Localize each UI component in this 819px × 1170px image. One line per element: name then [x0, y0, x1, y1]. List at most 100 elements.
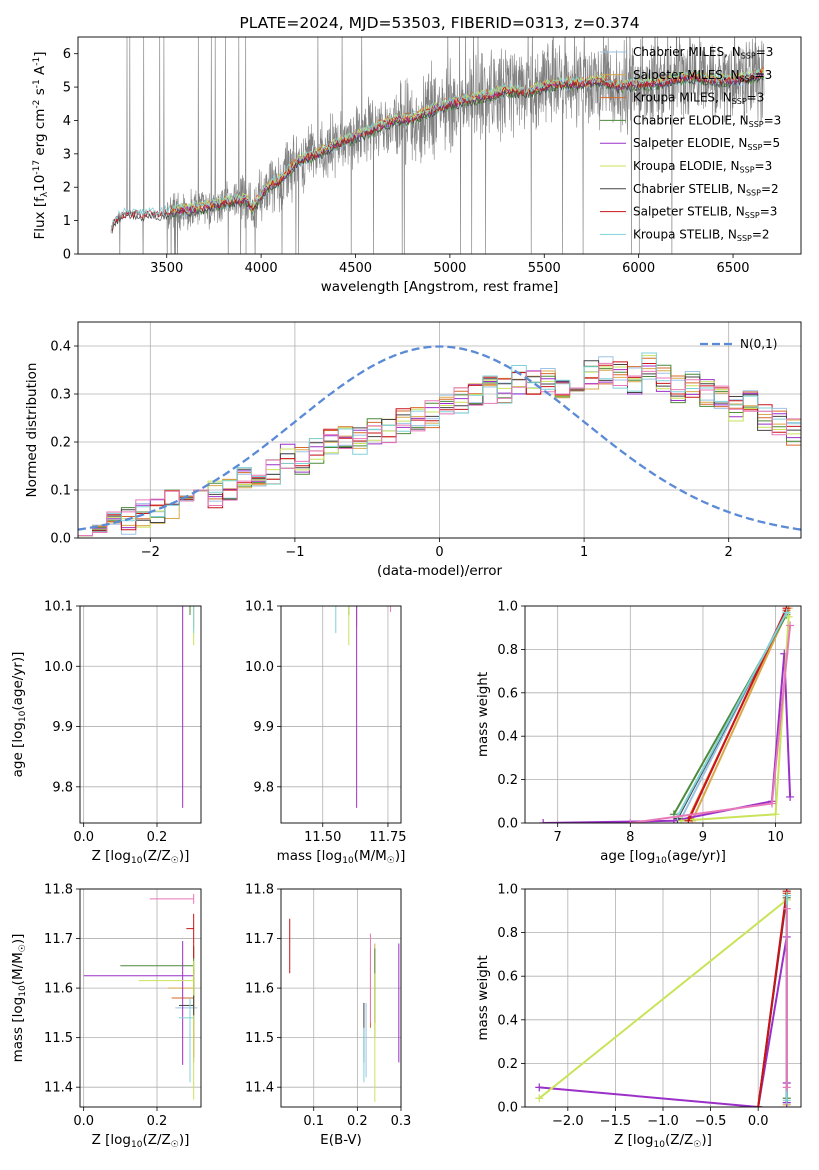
- axes-frame: [79, 605, 202, 824]
- residual-histogram: [78, 360, 801, 536]
- y-tick-label: 10.0: [44, 660, 73, 675]
- x-tick-label: 0.0: [73, 830, 94, 845]
- x-tick-label: −0.5: [695, 1114, 727, 1129]
- legend-entry: Chabrier MILES, NSSP​=3: [633, 45, 773, 61]
- x-tick-label: −1: [285, 545, 304, 560]
- x-tick-label: −2: [141, 545, 160, 560]
- axes-frame: [280, 605, 402, 824]
- y-tick-label: 11.7: [44, 932, 73, 947]
- x-tick-label: 0.2: [147, 830, 168, 845]
- normal-curve: [78, 345, 801, 531]
- weight-marker: [626, 819, 635, 823]
- y-axis-label: mass weight: [475, 672, 491, 757]
- errorbar-point: [168, 564, 201, 606]
- y-tick-label: 0.4: [497, 1013, 518, 1028]
- weight-marker: [782, 904, 791, 913]
- y-tick-label: 0.2: [497, 773, 518, 788]
- y-tick-label: 4: [63, 114, 71, 129]
- residual-histogram: [78, 357, 801, 537]
- y-tick-label: 11.5: [245, 1031, 274, 1046]
- axes-frame: [524, 888, 802, 1108]
- x-tick-label: 5500: [528, 261, 561, 276]
- legend-entry: Salpeter STELIB, NSSP​=3: [633, 205, 777, 221]
- y-tick-label: 11.7: [245, 932, 274, 947]
- y-tick-label: 0.1: [50, 484, 71, 499]
- y-tick-label: 5: [63, 81, 71, 96]
- x-axis-label: Z [log10​(Z/Z☉​)]: [614, 1132, 712, 1150]
- x-tick-label: 2: [725, 545, 733, 560]
- x-axis-label: (data-model)/error: [377, 563, 503, 579]
- weight-series: [676, 612, 788, 817]
- errorbar-point: [356, 606, 358, 808]
- x-axis-label: E(B-V): [320, 1132, 362, 1148]
- errorbar-point: [189, 606, 191, 616]
- x-tick-label: 0.0: [748, 1114, 769, 1129]
- axes-frame: [280, 888, 402, 1108]
- weight-marker: [782, 1096, 791, 1105]
- y-tick-label: 0.6: [497, 686, 518, 701]
- residual-histogram: [78, 355, 801, 536]
- weight-marker: [767, 799, 776, 808]
- y-tick-label: 11.4: [44, 1081, 73, 1096]
- x-tick-label: 8: [626, 830, 634, 845]
- x-tick-label: 0.2: [347, 1114, 368, 1129]
- y-axis-label: Flux [fλ​10-17​ erg cm-2​ s-1​ A-1​]: [32, 51, 50, 239]
- axes-frame: [524, 605, 802, 824]
- x-tick-label: 1: [580, 545, 588, 560]
- y-tick-label: 11.4: [245, 1081, 274, 1096]
- errorbar-point: [335, 606, 337, 634]
- y-tick-label: 11.6: [44, 982, 73, 997]
- model-spectrum-kroupa-stelib: [111, 68, 764, 229]
- y-tick-label: 9.8: [253, 780, 274, 795]
- errorbar-point: [323, 573, 367, 597]
- y-tick-label: 0.2: [50, 436, 71, 451]
- residual-histogram: [78, 365, 801, 536]
- weight-series: [691, 607, 790, 822]
- errorbar-point: [182, 606, 184, 808]
- weight-marker: [782, 608, 791, 617]
- axes-frame: [77, 321, 802, 539]
- plot-area: [78, 345, 801, 537]
- panel-z-weights: −2.0 −1.5 −1.0 −0.5 0.0 0.0 0.2 0.4 0.6 0.8 1.0 Z […: [475, 883, 802, 1150]
- x-tick-label: 5000: [433, 261, 466, 276]
- errorbar-point: [193, 606, 195, 634]
- panel-z-vs-age: 0.0 0.2 9.8 9.9 10.0 10.1 Z [log10​(Z/Z☉​)] age…: [10, 564, 202, 866]
- y-tick-label: 0.6: [497, 970, 518, 985]
- y-tick-label: 0.8: [497, 926, 518, 941]
- errorbar-point: [193, 606, 195, 628]
- plot-area: [157, 564, 201, 808]
- x-tick-label: 9: [699, 830, 707, 845]
- weight-marker: [539, 819, 548, 823]
- weight-series: [757, 891, 788, 1107]
- errorbar-point: [149, 893, 195, 904]
- y-tick-label: 9.9: [253, 720, 274, 735]
- y-tick-label: 10.1: [44, 600, 73, 615]
- y-tick-label: 0.2: [497, 1057, 518, 1072]
- y-tick-label: 3: [63, 147, 71, 162]
- errorbar-point: [157, 564, 194, 585]
- x-tick-label: 0.0: [73, 1114, 94, 1129]
- y-tick-label: 6: [63, 47, 71, 62]
- residual-histogram: [78, 364, 801, 537]
- legend-entry: N(0,1): [740, 337, 777, 351]
- x-axis-label: mass [log10​(M/M☉​)]: [277, 848, 406, 866]
- y-tick-label: 11.6: [245, 982, 274, 997]
- errorbar-point: [138, 960, 195, 1100]
- residual-histogram: [78, 362, 801, 536]
- errorbar-point: [356, 606, 358, 628]
- legend: Chabrier MILES, NSSP​=3 Salpeter MILES, N…: [600, 45, 781, 243]
- x-tick-label: 4500: [339, 261, 372, 276]
- x-tick-label: 6500: [716, 261, 749, 276]
- y-tick-label: 0.3: [50, 388, 71, 403]
- y-tick-label: 11.8: [44, 883, 73, 898]
- x-axis-label: Z [log10​(Z/Z☉​)]: [92, 1132, 190, 1150]
- legend-entry: Kroupa MILES, NSSP​=3: [633, 91, 764, 107]
- weight-series: [538, 899, 788, 1100]
- y-tick-label: 9.8: [52, 780, 73, 795]
- y-tick-label: 9.9: [52, 720, 73, 735]
- y-tick-label: 0.0: [497, 817, 518, 832]
- x-tick-label: 11.50: [304, 830, 341, 845]
- y-axis-label: mass [log10​(M/M☉​)]: [10, 934, 28, 1063]
- chart-title: PLATE=2024, MJD=53503, FIBERID=0313, z=0…: [239, 14, 639, 32]
